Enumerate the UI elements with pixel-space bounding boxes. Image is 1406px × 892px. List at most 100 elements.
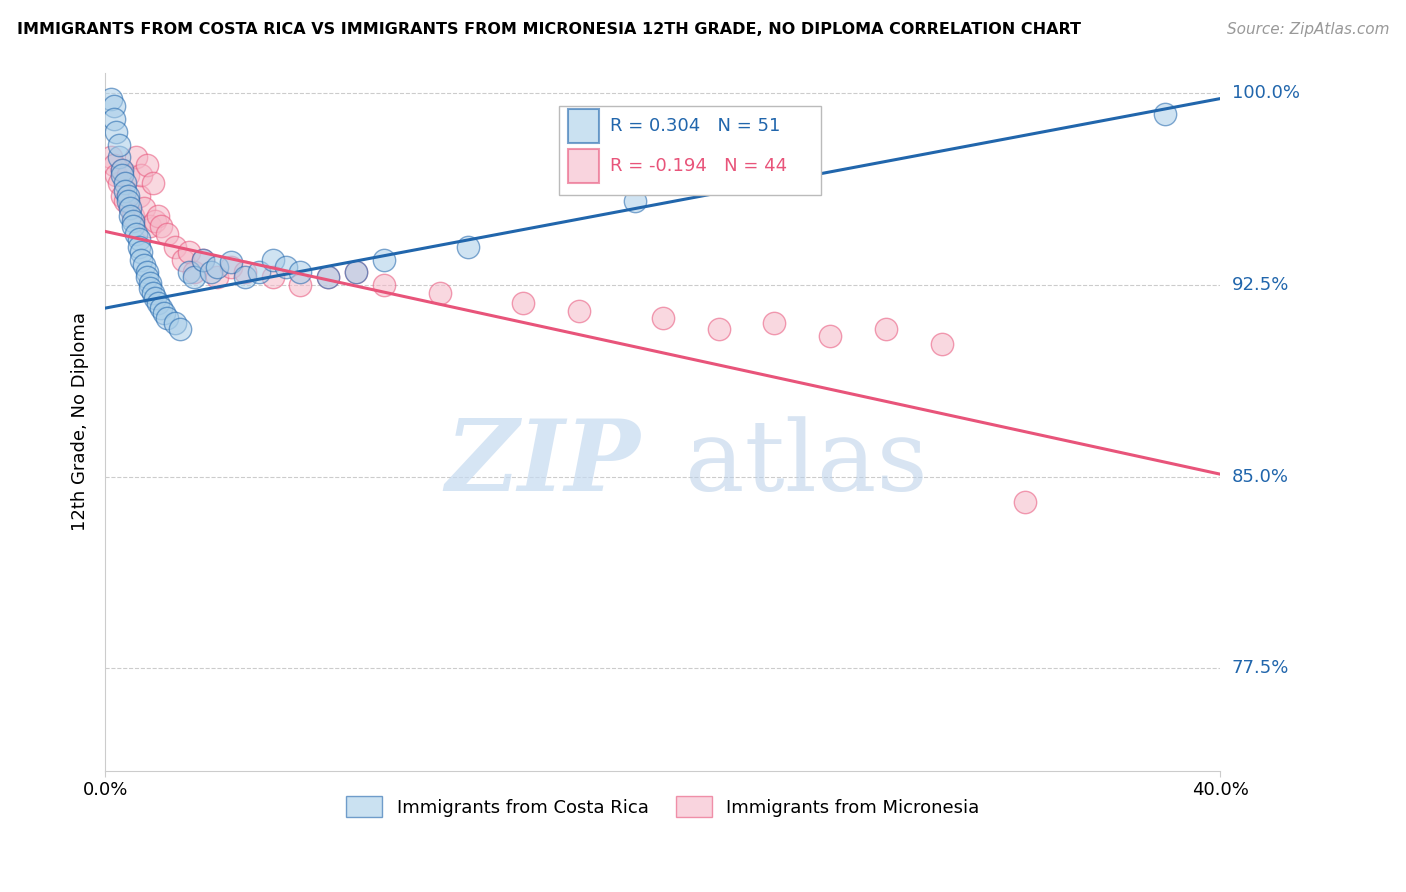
Point bbox=[114, 194, 136, 208]
Point bbox=[149, 219, 172, 234]
Point bbox=[1153, 107, 1175, 121]
Point bbox=[111, 188, 134, 202]
Point bbox=[344, 265, 367, 279]
Point bbox=[290, 278, 312, 293]
Point bbox=[111, 168, 134, 182]
Point bbox=[117, 188, 139, 202]
Point bbox=[276, 260, 298, 275]
Point bbox=[134, 258, 156, 272]
Point bbox=[114, 176, 136, 190]
Text: 77.5%: 77.5% bbox=[1232, 659, 1289, 677]
Point bbox=[205, 270, 228, 285]
Point bbox=[183, 270, 205, 285]
Point bbox=[139, 219, 162, 234]
FancyBboxPatch shape bbox=[560, 106, 821, 195]
Point bbox=[145, 214, 167, 228]
Point bbox=[290, 265, 312, 279]
Point bbox=[316, 270, 339, 285]
Point bbox=[177, 244, 200, 259]
Point bbox=[191, 252, 214, 267]
Point bbox=[177, 265, 200, 279]
Point bbox=[1014, 495, 1036, 509]
Point bbox=[122, 209, 145, 223]
Point bbox=[169, 321, 191, 335]
Point bbox=[763, 317, 786, 331]
Point bbox=[148, 209, 170, 223]
Point bbox=[128, 240, 150, 254]
Point bbox=[128, 232, 150, 246]
Point bbox=[247, 265, 270, 279]
Point bbox=[429, 285, 451, 300]
Point bbox=[120, 202, 142, 216]
Point bbox=[117, 194, 139, 208]
Point bbox=[149, 301, 172, 315]
Point bbox=[100, 91, 122, 105]
Point bbox=[122, 214, 145, 228]
Point bbox=[651, 311, 673, 326]
Point bbox=[316, 270, 339, 285]
Point bbox=[931, 337, 953, 351]
Point bbox=[120, 202, 142, 216]
Point bbox=[139, 280, 162, 294]
Text: IMMIGRANTS FROM COSTA RICA VS IMMIGRANTS FROM MICRONESIA 12TH GRADE, NO DIPLOMA : IMMIGRANTS FROM COSTA RICA VS IMMIGRANTS… bbox=[17, 22, 1081, 37]
Point bbox=[145, 291, 167, 305]
Point bbox=[122, 219, 145, 234]
Point bbox=[103, 112, 125, 126]
Point bbox=[139, 276, 162, 290]
Point bbox=[125, 150, 148, 164]
Point bbox=[134, 202, 156, 216]
Text: 100.0%: 100.0% bbox=[1232, 85, 1299, 103]
Point bbox=[568, 303, 591, 318]
Point bbox=[120, 209, 142, 223]
Point bbox=[155, 227, 177, 241]
Text: atlas: atlas bbox=[685, 416, 928, 512]
Point bbox=[111, 163, 134, 178]
Point bbox=[219, 255, 242, 269]
Point bbox=[131, 168, 153, 182]
Point bbox=[818, 329, 841, 343]
Point bbox=[117, 168, 139, 182]
Point bbox=[103, 99, 125, 113]
Y-axis label: 12th Grade, No Diploma: 12th Grade, No Diploma bbox=[72, 312, 89, 532]
Point bbox=[183, 265, 205, 279]
Point bbox=[142, 176, 165, 190]
Point bbox=[200, 265, 222, 279]
Point bbox=[233, 265, 256, 279]
Point bbox=[233, 270, 256, 285]
Point bbox=[136, 158, 159, 172]
Point bbox=[155, 311, 177, 326]
FancyBboxPatch shape bbox=[568, 109, 599, 143]
Point bbox=[373, 278, 395, 293]
Point bbox=[875, 321, 897, 335]
Point bbox=[142, 285, 165, 300]
Point bbox=[172, 252, 194, 267]
Point bbox=[262, 270, 284, 285]
Point bbox=[108, 137, 131, 152]
Point bbox=[105, 168, 128, 182]
Point bbox=[125, 227, 148, 241]
Point bbox=[219, 260, 242, 275]
Legend: Immigrants from Costa Rica, Immigrants from Micronesia: Immigrants from Costa Rica, Immigrants f… bbox=[339, 789, 987, 824]
Text: R = 0.304   N = 51: R = 0.304 N = 51 bbox=[610, 117, 780, 135]
Point bbox=[108, 176, 131, 190]
Point bbox=[103, 158, 125, 172]
Point bbox=[128, 188, 150, 202]
Point bbox=[152, 306, 174, 320]
Point bbox=[163, 240, 186, 254]
Text: 85.0%: 85.0% bbox=[1232, 467, 1289, 486]
FancyBboxPatch shape bbox=[568, 149, 599, 183]
Point bbox=[105, 125, 128, 139]
Point bbox=[624, 194, 647, 208]
Point bbox=[191, 252, 214, 267]
Point bbox=[163, 317, 186, 331]
Text: Source: ZipAtlas.com: Source: ZipAtlas.com bbox=[1226, 22, 1389, 37]
Point bbox=[114, 184, 136, 198]
Point bbox=[707, 321, 730, 335]
Point bbox=[131, 244, 153, 259]
Point bbox=[512, 296, 534, 310]
Point bbox=[131, 252, 153, 267]
Point bbox=[457, 240, 479, 254]
Point bbox=[344, 265, 367, 279]
Point bbox=[373, 252, 395, 267]
Point bbox=[111, 163, 134, 178]
